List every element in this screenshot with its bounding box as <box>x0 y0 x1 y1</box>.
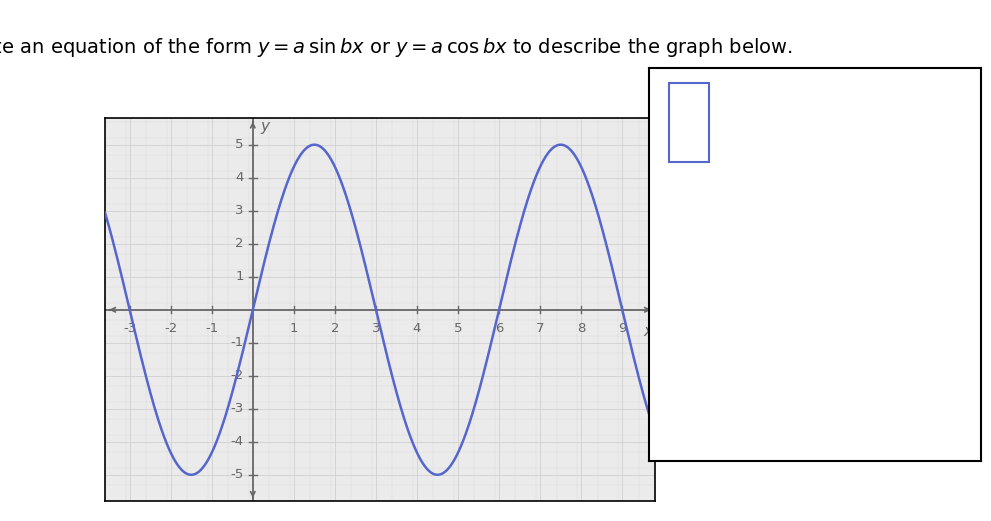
Text: -1: -1 <box>231 336 244 349</box>
Text: 4: 4 <box>413 322 421 336</box>
Text: $x$: $x$ <box>643 324 655 339</box>
Text: 5: 5 <box>235 138 244 151</box>
Text: -5: -5 <box>231 468 244 481</box>
Text: 1: 1 <box>235 270 244 283</box>
Text: -3: -3 <box>123 322 137 336</box>
Text: 3: 3 <box>372 322 381 336</box>
Text: 1: 1 <box>289 322 298 336</box>
Text: 4: 4 <box>236 171 244 184</box>
Text: 2: 2 <box>331 322 339 336</box>
Text: 7: 7 <box>536 322 544 336</box>
Text: 5: 5 <box>454 322 462 336</box>
Text: -2: -2 <box>165 322 177 336</box>
Text: 9: 9 <box>618 322 626 336</box>
Text: 8: 8 <box>577 322 586 336</box>
Text: -4: -4 <box>231 435 244 448</box>
Text: 6: 6 <box>495 322 503 336</box>
Text: Write an equation of the form $y = a\,\mathrm{sin}\,bx$ or $y = a\,\mathrm{cos}\: Write an equation of the form $y = a\,\m… <box>0 36 793 59</box>
Text: 3: 3 <box>235 204 244 217</box>
Text: -2: -2 <box>231 369 244 382</box>
Text: 2: 2 <box>235 237 244 250</box>
Bar <box>669 83 709 162</box>
Text: -3: -3 <box>231 402 244 415</box>
Text: -1: -1 <box>205 322 218 336</box>
Text: $y$: $y$ <box>261 120 272 136</box>
